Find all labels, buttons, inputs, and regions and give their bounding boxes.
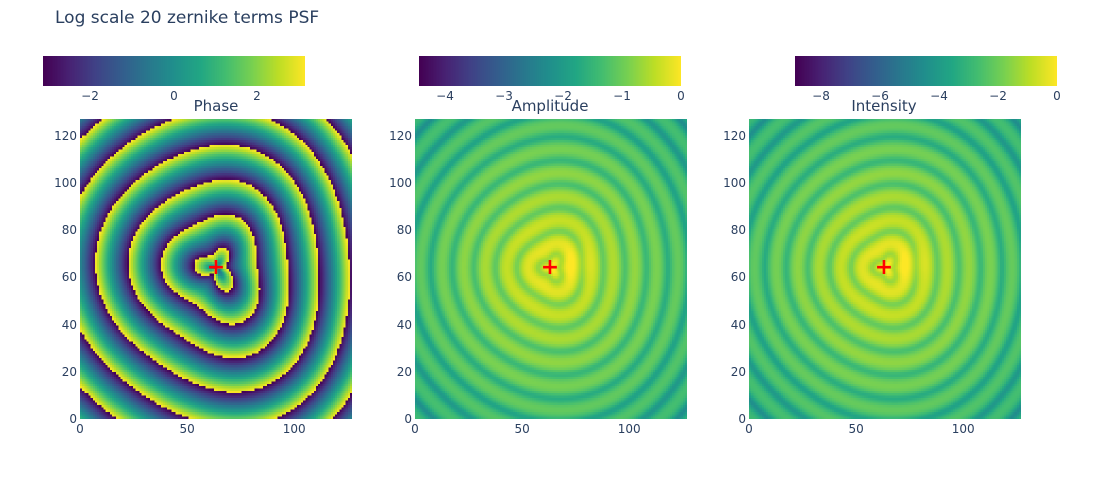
y-tick-label: 60	[730, 270, 746, 285]
amplitude-heatmap	[415, 119, 687, 419]
y-tick-label: 0	[738, 412, 746, 426]
x-tick-label: 100	[951, 422, 975, 436]
colorbar-tick: −2	[554, 89, 572, 103]
colorbar-tick: −1	[613, 89, 631, 103]
intensity-colorbar	[795, 56, 1057, 86]
colorbar-tick: 2	[253, 89, 261, 103]
colorbar-tick: −3	[495, 89, 513, 103]
y-tick-label: 100	[389, 175, 412, 190]
colorbar-tick: −6	[871, 89, 889, 103]
y-tick-label: 80	[396, 223, 412, 238]
colorbar-tick: −4	[436, 89, 454, 103]
phase-colorbar	[43, 56, 305, 86]
phase-title: Phase	[193, 97, 239, 115]
y-tick-label: 100	[723, 175, 746, 190]
colorbar-tick: −4	[930, 89, 948, 103]
chart-title: Log scale 20 zernike terms PSF	[55, 8, 320, 28]
colorbar-tick: 0	[1053, 89, 1061, 103]
y-tick-label: 20	[61, 364, 77, 379]
y-tick-label: 120	[389, 128, 412, 143]
y-tick-label: 0	[404, 412, 412, 426]
intensity-heatmap	[749, 119, 1021, 419]
y-tick-label: 40	[730, 317, 746, 332]
y-tick-label: 120	[54, 128, 77, 143]
y-tick-label: 0	[69, 412, 77, 426]
y-tick-label: 40	[61, 317, 77, 332]
x-tick-label: 50	[514, 422, 530, 436]
x-tick-label: 50	[848, 422, 864, 436]
x-tick-label: 50	[179, 422, 195, 436]
x-tick-label: 100	[617, 422, 641, 436]
y-tick-label: 100	[54, 175, 77, 190]
colorbar-tick: −2	[81, 89, 99, 103]
y-tick-label: 20	[396, 364, 412, 379]
y-tick-label: 80	[61, 223, 77, 238]
colorbar-tick: 0	[170, 89, 178, 103]
y-tick-label: 60	[396, 270, 412, 285]
colorbar-tick: 0	[677, 89, 685, 103]
phase-heatmap	[80, 119, 352, 419]
intensity-title: Intensity	[851, 97, 917, 115]
y-tick-label: 120	[723, 128, 746, 143]
y-tick-label: 20	[730, 364, 746, 379]
colorbar-tick: −8	[812, 89, 830, 103]
amplitude-title: Amplitude	[511, 97, 589, 115]
x-tick-label: 0	[745, 422, 753, 436]
center-marker: +	[540, 255, 560, 280]
amplitude-colorbar	[419, 56, 681, 86]
x-tick-label: 0	[76, 422, 84, 436]
center-marker: +	[874, 255, 894, 280]
y-tick-label: 60	[61, 270, 77, 285]
x-tick-label: 100	[282, 422, 306, 436]
x-tick-label: 0	[411, 422, 419, 436]
colorbar-tick: −2	[989, 89, 1007, 103]
center-marker: +	[206, 255, 226, 280]
y-tick-label: 40	[396, 317, 412, 332]
y-tick-label: 80	[730, 223, 746, 238]
